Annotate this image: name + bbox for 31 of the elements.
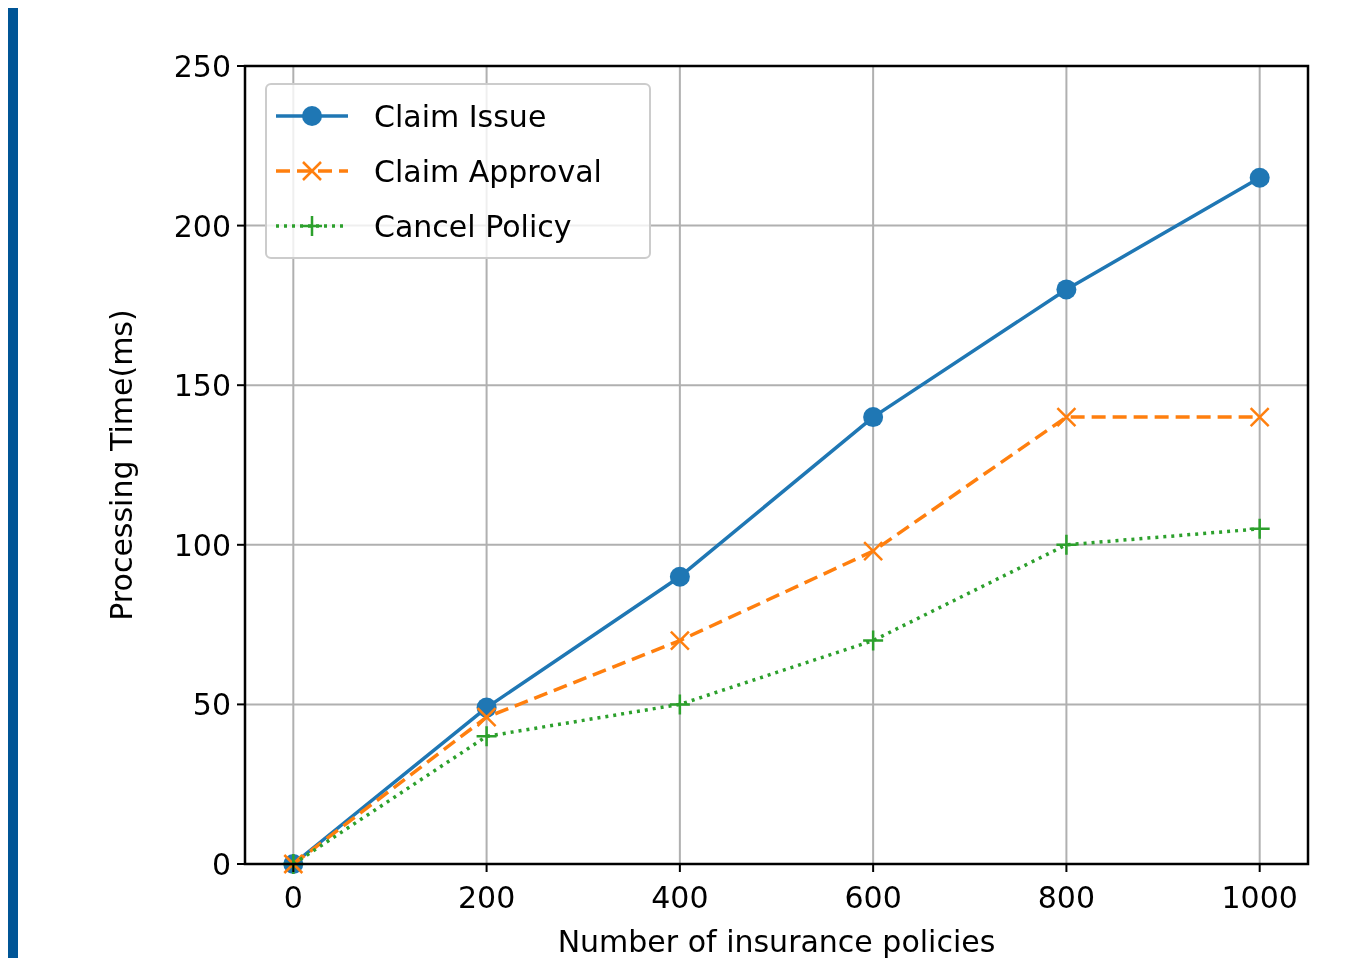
point xyxy=(1249,406,1270,428)
legend-label: Claim Approval xyxy=(374,154,602,189)
legend-label: Claim Issue xyxy=(374,99,547,134)
x-tick-label: 200 xyxy=(457,880,516,915)
point xyxy=(1056,406,1077,428)
point xyxy=(1056,279,1077,300)
point xyxy=(1055,533,1078,557)
point xyxy=(863,407,884,428)
point xyxy=(1248,517,1271,541)
legend-label: Cancel Policy xyxy=(374,209,572,244)
y-tick-label: 250 xyxy=(173,49,231,84)
x-tick-label: 1000 xyxy=(1221,880,1298,915)
point xyxy=(475,725,498,748)
x-axis-title: Number of insurance policies xyxy=(557,924,996,959)
point xyxy=(669,630,691,651)
point xyxy=(862,540,884,562)
point xyxy=(1249,167,1270,188)
point xyxy=(668,693,692,716)
point xyxy=(476,706,497,728)
x-tick-label: 0 xyxy=(283,880,303,915)
y-tick-label: 200 xyxy=(173,208,231,244)
y-tick-label: 0 xyxy=(211,847,231,882)
point xyxy=(669,566,690,587)
y-tick-label: 100 xyxy=(173,527,231,563)
x-tick-label: 400 xyxy=(651,880,709,915)
x-tick-label: 800 xyxy=(1037,880,1096,915)
y-axis-title: Processing Time(ms) xyxy=(104,309,139,621)
y-tick-label: 150 xyxy=(173,368,231,404)
point xyxy=(861,629,885,652)
y-tick-label: 50 xyxy=(192,687,231,723)
x-tick-label: 600 xyxy=(844,880,902,915)
